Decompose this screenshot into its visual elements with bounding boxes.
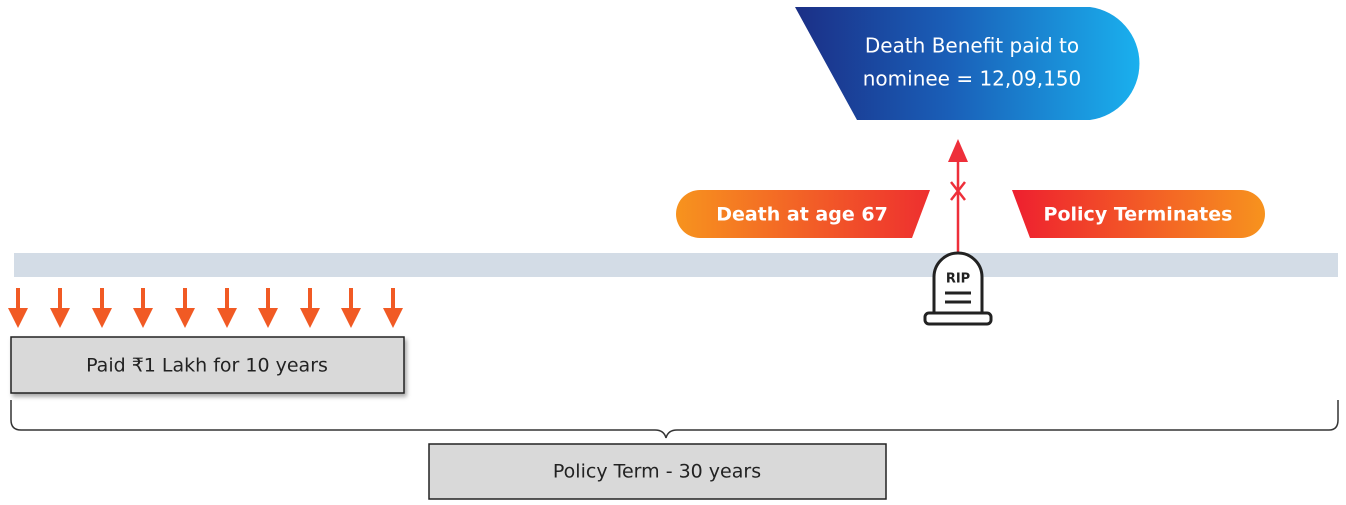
benefit-text: Death Benefit paid to	[865, 34, 1079, 58]
benefit-bubble	[795, 7, 1140, 120]
arrow-head	[948, 139, 968, 162]
death-tag	[676, 190, 930, 238]
term-box	[428, 443, 887, 500]
benefit-text: nominee = 12,09,150	[863, 67, 1082, 91]
payment-arrows	[8, 288, 403, 328]
terminate-tag	[1012, 190, 1265, 238]
timeline	[14, 253, 1338, 277]
term-text: Policy Term - 30 years	[553, 461, 761, 483]
paid-text: Paid ₹1 Lakh for 10 years	[86, 355, 328, 377]
tombstone-text: RIP	[946, 272, 970, 287]
cross-mark	[950, 181, 966, 201]
death-label: Death at age 67	[716, 204, 888, 226]
brace	[10, 400, 1339, 439]
terminate-label: Policy Terminates	[1044, 204, 1233, 226]
tombstone	[923, 251, 993, 326]
paid-box	[10, 336, 405, 394]
